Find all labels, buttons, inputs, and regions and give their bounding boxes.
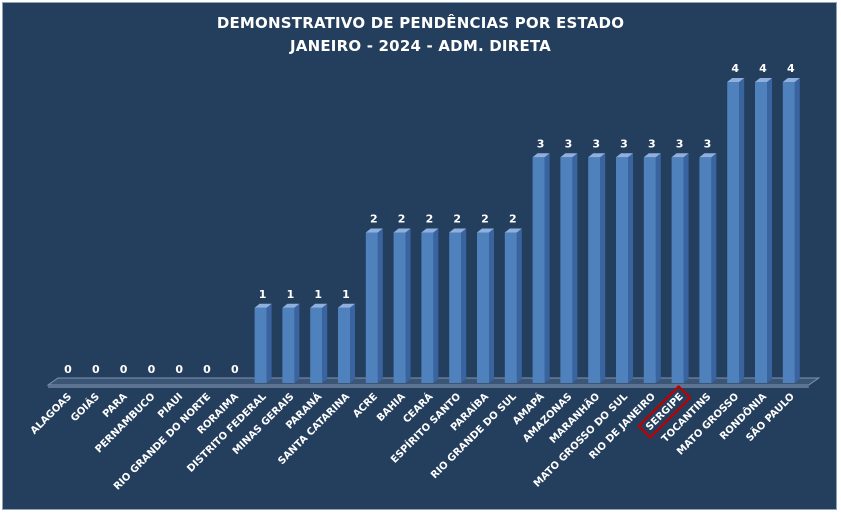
chart-subtitle: JANEIRO - 2024 - ADM. DIRETA [290,37,551,55]
bar-side [516,228,522,383]
bar [282,307,295,383]
bar [365,232,378,383]
bar-side [461,228,467,383]
data-label: 2 [453,213,461,226]
bar-side [739,78,745,383]
bar [616,157,628,383]
data-labels: 0 0 0 0 0 0 0 1 1 1 1 2 2 2 2 2 2 3 3 3 3 3 3 3 4 4 4 [64,62,795,376]
bar-top [755,78,772,82]
bar [254,307,267,383]
bar-top [671,153,689,158]
data-label: 0 [203,363,211,376]
bar-side [628,153,633,383]
bar-top [282,303,300,308]
bar-top [643,153,661,158]
bar-top [421,228,439,233]
data-label: 1 [342,288,350,301]
data-label: 3 [620,137,628,150]
data-label: 0 [92,363,100,376]
bar-top [560,153,578,158]
data-label: 0 [148,363,156,376]
bar-top [338,303,355,308]
bar-top [782,78,800,82]
bar-top [588,153,606,158]
data-label: 3 [565,137,573,150]
data-label: 0 [64,363,72,376]
bar-top [393,228,411,233]
bar-top [449,228,467,233]
bar [588,157,601,383]
bar-top [532,153,550,158]
data-label: 1 [259,288,267,301]
floor-edge [48,385,809,388]
bar-series [254,78,800,383]
bar-side [489,228,494,383]
bar-top [477,228,494,233]
data-label: 0 [120,363,128,376]
highlight-box [637,384,692,440]
bar [310,307,323,383]
bar-side [711,153,717,383]
bar-side [266,303,272,383]
bar-side [433,228,439,383]
bar-side [322,303,328,383]
bar [532,157,545,383]
bar [671,157,684,383]
bar [755,82,767,383]
bar [782,82,795,383]
bar [449,232,462,383]
bar [421,232,434,383]
data-label: 0 [231,363,239,376]
data-label: 4 [759,62,767,75]
data-label: 2 [398,213,406,226]
bar-side [794,78,800,383]
bar [560,157,573,383]
bar [643,157,656,383]
data-label: 2 [370,213,378,226]
category-label: ALAGOAS [29,391,74,436]
data-label: 4 [787,62,795,75]
bar-side [377,228,383,383]
bar-side [405,228,411,383]
data-label: 3 [648,137,656,150]
bar [477,232,489,383]
bar-side [683,153,689,383]
data-label: 2 [481,213,489,226]
bar-side [294,303,300,383]
bar-side [544,153,550,383]
data-label: 3 [592,137,600,150]
bar-top [727,78,745,82]
category-label: GOIÁS [68,390,102,424]
bar-side [600,153,606,383]
data-label: 3 [537,137,545,150]
bar-side [655,153,661,383]
data-label: 0 [175,363,183,376]
bar-top [699,153,717,158]
bar-top [504,228,522,233]
data-label: 4 [731,62,739,75]
data-label: 3 [704,137,712,150]
bar-side [767,78,772,383]
bar [699,157,712,383]
data-label: 1 [314,288,322,301]
chart-title: DEMONSTRATIVO DE PENDÊNCIAS POR ESTADO [216,14,625,32]
data-label: 3 [676,137,684,150]
data-label: 2 [509,213,517,226]
bar-top [310,303,328,308]
bar [727,82,740,383]
bar-top [254,303,272,308]
bar [393,232,406,383]
bar [504,232,517,383]
data-label: 2 [426,213,434,226]
bar [338,307,350,383]
bar-top [616,153,633,158]
bar-side [350,303,355,383]
data-label: 1 [287,288,295,301]
bar-top [365,228,383,233]
bar-side [572,153,578,383]
